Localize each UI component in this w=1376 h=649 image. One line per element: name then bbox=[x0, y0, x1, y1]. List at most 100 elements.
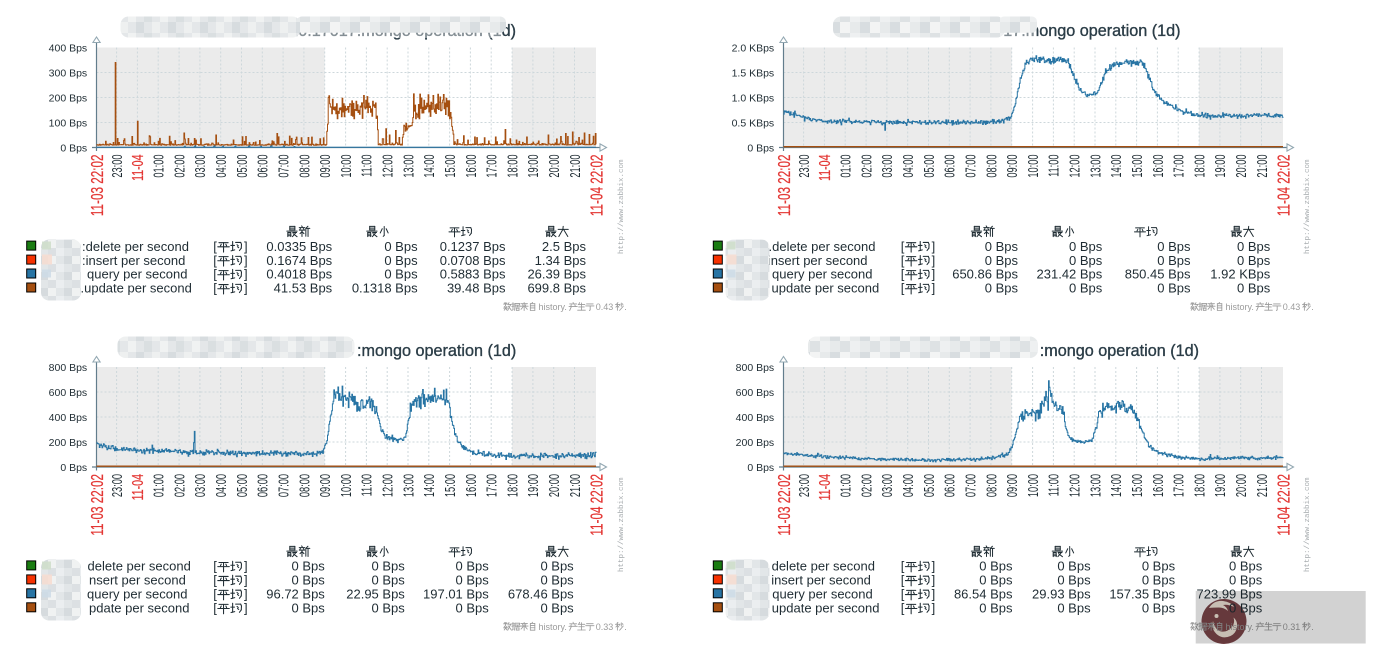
svg-text:21:00: 21:00 bbox=[1254, 474, 1271, 497]
svg-text:query per second: query per second bbox=[772, 587, 872, 602]
svg-text:.: . bbox=[1311, 622, 1314, 632]
svg-text:300 Bps: 300 Bps bbox=[49, 68, 88, 80]
svg-text:13:00: 13:00 bbox=[1087, 474, 1104, 497]
svg-text:pdate per second: pdate per second bbox=[89, 601, 189, 616]
svg-text:0 Bps: 0 Bps bbox=[1229, 601, 1263, 616]
svg-text:[: [ bbox=[213, 601, 217, 616]
svg-text:0.43: 0.43 bbox=[596, 302, 614, 312]
svg-text:0 Bps: 0 Bps bbox=[747, 462, 774, 474]
svg-text:200 Bps: 200 Bps bbox=[49, 93, 88, 105]
svg-text:[: [ bbox=[213, 281, 217, 296]
svg-text:11-04: 11-04 bbox=[129, 154, 147, 181]
svg-text:[: [ bbox=[213, 573, 217, 588]
svg-text:678.46 Bps: 678.46 Bps bbox=[508, 587, 574, 602]
svg-text:0 Bps: 0 Bps bbox=[1057, 559, 1091, 574]
svg-text:0.43: 0.43 bbox=[1283, 302, 1301, 312]
svg-text:15:00: 15:00 bbox=[1129, 474, 1146, 497]
svg-text:12:00: 12:00 bbox=[1066, 154, 1083, 177]
svg-text:0 Bps: 0 Bps bbox=[384, 253, 418, 268]
svg-text:05:00: 05:00 bbox=[234, 474, 251, 497]
svg-text:800 Bps: 800 Bps bbox=[49, 362, 88, 374]
svg-text:231.42 Bps: 231.42 Bps bbox=[1037, 267, 1103, 282]
svg-text:07:00: 07:00 bbox=[275, 474, 292, 497]
svg-text:11-03 22:02: 11-03 22:02 bbox=[775, 474, 795, 536]
svg-text:11:00: 11:00 bbox=[359, 154, 376, 177]
svg-text:10:00: 10:00 bbox=[1025, 154, 1042, 177]
svg-text:07:00: 07:00 bbox=[962, 154, 979, 177]
svg-text:[: [ bbox=[213, 267, 217, 282]
svg-text:05:00: 05:00 bbox=[921, 154, 938, 177]
svg-text:15:00: 15:00 bbox=[1129, 154, 1146, 177]
svg-text:16:00: 16:00 bbox=[463, 154, 480, 177]
svg-text:01:00: 01:00 bbox=[150, 154, 167, 177]
svg-text:0 Bps: 0 Bps bbox=[384, 267, 418, 282]
svg-text:0 Bps: 0 Bps bbox=[985, 239, 1019, 254]
svg-text:12:00: 12:00 bbox=[379, 154, 396, 177]
svg-text:11-04: 11-04 bbox=[816, 474, 834, 501]
svg-text:0 Bps: 0 Bps bbox=[1142, 559, 1176, 574]
svg-text::insert per second: :insert per second bbox=[764, 253, 867, 268]
svg-text:19:00: 19:00 bbox=[1212, 474, 1229, 497]
svg-text:19:00: 19:00 bbox=[1212, 154, 1229, 177]
svg-text:[: [ bbox=[901, 281, 905, 296]
svg-text:41.53 Bps: 41.53 Bps bbox=[274, 281, 333, 296]
svg-text:0 Bps: 0 Bps bbox=[1057, 601, 1091, 616]
svg-text:02:00: 02:00 bbox=[171, 474, 188, 497]
svg-text:]: ] bbox=[244, 253, 248, 268]
svg-text:05:00: 05:00 bbox=[234, 154, 251, 177]
svg-text:16:00: 16:00 bbox=[463, 474, 480, 497]
svg-text:]: ] bbox=[244, 559, 248, 574]
svg-text:0.33: 0.33 bbox=[596, 622, 614, 632]
svg-text:0 Bps: 0 Bps bbox=[1069, 239, 1103, 254]
svg-text:[: [ bbox=[213, 253, 217, 268]
svg-text:06:00: 06:00 bbox=[942, 474, 959, 497]
svg-text:]: ] bbox=[932, 587, 936, 602]
svg-text:query per second: query per second bbox=[87, 587, 187, 602]
svg-text:29.93 Bps: 29.93 Bps bbox=[1032, 587, 1091, 602]
svg-text:400 Bps: 400 Bps bbox=[736, 412, 775, 424]
svg-text:history.: history. bbox=[539, 622, 567, 632]
svg-text:01:00: 01:00 bbox=[150, 474, 167, 497]
svg-text:11-04 22:02: 11-04 22:02 bbox=[587, 474, 607, 536]
svg-text:delete per second: delete per second bbox=[88, 559, 191, 574]
svg-text:200 Bps: 200 Bps bbox=[49, 437, 88, 449]
svg-text:2.5 Bps: 2.5 Bps bbox=[542, 239, 587, 254]
svg-text:0 Bps: 0 Bps bbox=[1142, 573, 1176, 588]
svg-text:23:00: 23:00 bbox=[796, 474, 813, 497]
svg-text:]: ] bbox=[932, 559, 936, 574]
svg-text:650.86 Bps: 650.86 Bps bbox=[952, 267, 1018, 282]
svg-text:0 Bps: 0 Bps bbox=[456, 559, 490, 574]
svg-text:21:00: 21:00 bbox=[1254, 154, 1271, 177]
svg-text:update per second: update per second bbox=[772, 601, 880, 616]
svg-text:23:00: 23:00 bbox=[109, 154, 126, 177]
svg-text:11-03 22:02: 11-03 22:02 bbox=[88, 474, 108, 536]
svg-text:http://www.zabbix.com: http://www.zabbix.com bbox=[1304, 159, 1312, 254]
svg-text:13:00: 13:00 bbox=[400, 154, 417, 177]
svg-text:02:00: 02:00 bbox=[171, 154, 188, 177]
svg-text:0 Bps: 0 Bps bbox=[60, 143, 87, 155]
svg-text:http://www.zabbix.com: http://www.zabbix.com bbox=[618, 159, 626, 254]
svg-text:11-04 22:02: 11-04 22:02 bbox=[587, 155, 607, 217]
svg-text:0 Bps: 0 Bps bbox=[1157, 281, 1191, 296]
svg-text:157.35 Bps: 157.35 Bps bbox=[1109, 587, 1175, 602]
svg-text:10:00: 10:00 bbox=[1025, 474, 1042, 497]
svg-text:17:00: 17:00 bbox=[483, 154, 500, 177]
svg-text:]: ] bbox=[932, 573, 936, 588]
svg-text:01:00: 01:00 bbox=[837, 474, 854, 497]
svg-text:14:00: 14:00 bbox=[1108, 154, 1125, 177]
svg-text:10:00: 10:00 bbox=[338, 154, 355, 177]
svg-text:11-03 22:02: 11-03 22:02 bbox=[775, 155, 795, 217]
svg-text:0 Bps: 0 Bps bbox=[1229, 573, 1263, 588]
svg-text:14:00: 14:00 bbox=[421, 154, 438, 177]
svg-text:]: ] bbox=[932, 239, 936, 254]
svg-text:0.5 KBps: 0.5 KBps bbox=[732, 118, 775, 130]
svg-text:17:00: 17:00 bbox=[483, 474, 500, 497]
svg-text:0 Bps: 0 Bps bbox=[985, 281, 1019, 296]
svg-text:history.: history. bbox=[1226, 302, 1254, 312]
svg-text:08:00: 08:00 bbox=[296, 474, 313, 497]
svg-text:0 Bps: 0 Bps bbox=[540, 601, 574, 616]
svg-text:[: [ bbox=[213, 239, 217, 254]
svg-text:history.: history. bbox=[539, 302, 567, 312]
svg-text:20:00: 20:00 bbox=[1233, 154, 1250, 177]
svg-text:18:00: 18:00 bbox=[504, 474, 521, 497]
